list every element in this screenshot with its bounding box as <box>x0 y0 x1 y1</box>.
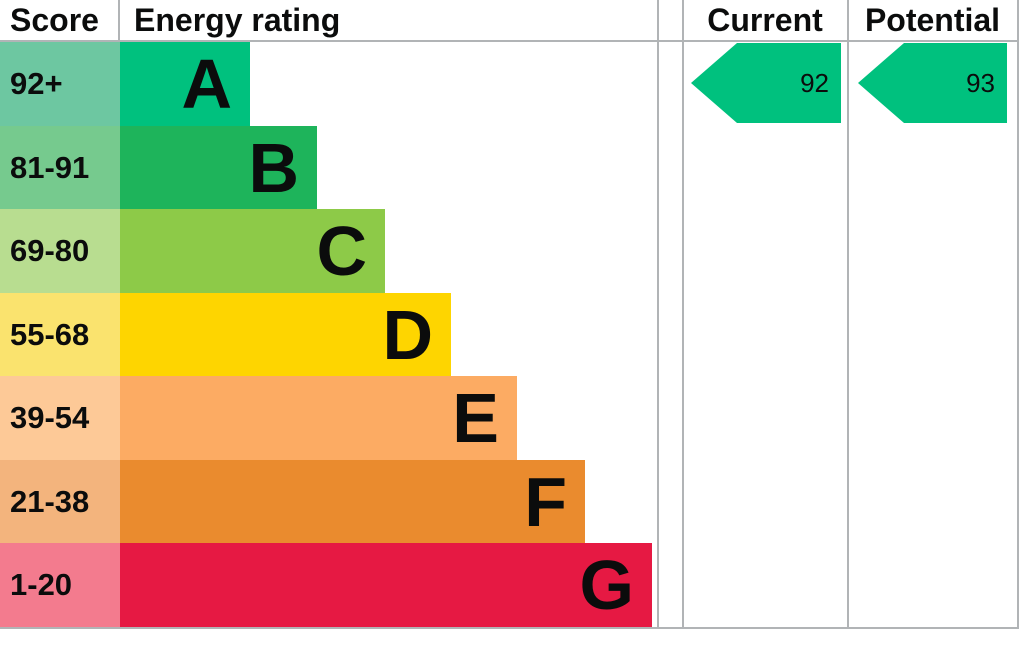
band-row-b: 81-91 B <box>0 126 1024 209</box>
band-score-range-e: 39-54 <box>0 376 120 460</box>
band-bar-d: D <box>120 293 451 376</box>
band-row-c: 69-80 C <box>0 209 1024 293</box>
potential-rating-value: 93 <box>966 67 995 98</box>
band-score-range-a: 92+ <box>0 42 120 126</box>
band-letter-a: A <box>181 45 232 123</box>
header-underline <box>0 40 1019 42</box>
band-letter-e: E <box>452 379 499 457</box>
band-row-f: 21-38 F <box>0 460 1024 543</box>
current-column-header: Current <box>707 2 823 38</box>
band-letter-f: F <box>524 462 567 541</box>
energy-rating-column-header: Energy rating <box>134 2 341 38</box>
band-row-e: 39-54 E <box>0 376 1024 460</box>
band-bar-c: C <box>120 209 385 293</box>
band-bar-g: G <box>120 543 652 627</box>
band-letter-b: B <box>248 128 299 207</box>
current-column-left-border <box>682 0 684 629</box>
band-score-range-g: 1-20 <box>0 543 120 627</box>
band-letter-d: D <box>382 295 433 374</box>
band-row-d: 55-68 D <box>0 293 1024 376</box>
band-score-range-b: 81-91 <box>0 126 120 209</box>
band-row-a: 92+ A <box>0 42 1024 126</box>
band-score-range-d: 55-68 <box>0 293 120 376</box>
band-score-range-c: 69-80 <box>0 209 120 293</box>
current-potential-divider <box>847 0 849 629</box>
score-column-divider <box>118 0 120 42</box>
band-letter-c: C <box>316 212 367 290</box>
band-row-g: 1-20 G <box>0 543 1024 627</box>
band-letter-g: G <box>579 546 634 624</box>
chart-bottom-border <box>0 627 1019 629</box>
potential-column-header: Potential <box>864 2 1001 38</box>
band-bar-a: A <box>120 42 250 126</box>
band-bar-b: B <box>120 126 317 209</box>
current-rating-value: 92 <box>800 67 829 98</box>
band-score-range-f: 21-38 <box>0 460 120 543</box>
potential-column-right-border <box>1017 0 1019 629</box>
main-area-right-border <box>657 0 659 629</box>
band-bar-e: E <box>120 376 517 460</box>
band-bar-f: F <box>120 460 585 543</box>
score-column-header: Score <box>10 2 99 38</box>
